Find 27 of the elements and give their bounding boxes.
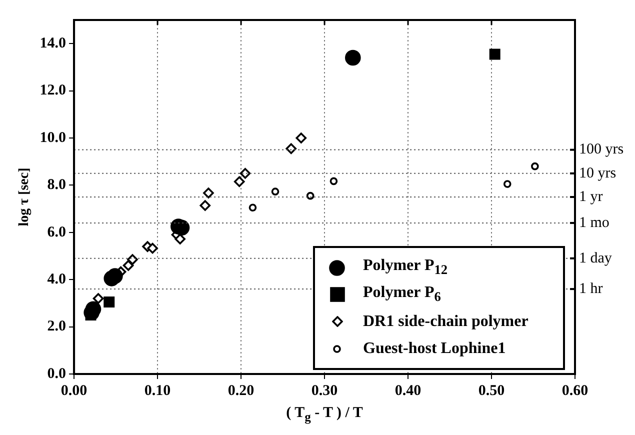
ref-line-label: 1 hr: [579, 280, 603, 297]
y-tick-label: 10.0: [40, 130, 66, 146]
y-tick-label: 0.0: [47, 366, 66, 382]
y-axis-title: log τ [sec]: [17, 168, 32, 226]
y-tick-label: 2.0: [47, 318, 66, 335]
x-axis-title: ( T$_{g}$ - T ) / T: [285, 405, 364, 425]
legend-label: Polymer P$_{12}$: [363, 256, 448, 278]
y-tick-label: 8.0: [47, 177, 66, 194]
x-tick-label: 0.00: [60, 382, 88, 399]
x-tick-label: 0.20: [228, 382, 254, 399]
legend-label: Polymer P$_{6}$: [363, 284, 441, 306]
y-tick-label: 12.0: [40, 82, 66, 99]
legend-label: Guest-host Lophine1: [363, 340, 506, 358]
y-tick-label: 6.0: [47, 224, 66, 240]
ref-line-label: 1 mo: [579, 214, 610, 231]
ref-line-label: 1 day: [579, 250, 612, 266]
x-tick-label: 0.60: [562, 382, 588, 399]
x-tick-label: 0.10: [144, 382, 171, 399]
ref-line-label: 1 yr: [579, 188, 603, 205]
ref-line-label: 100 yrs: [579, 142, 624, 158]
x-tick-label: 0.40: [394, 382, 422, 399]
ref-line-label: 10 yrs: [579, 165, 616, 182]
y-tick-label: 4.0: [47, 271, 66, 288]
x-tick-label: 0.50: [478, 382, 505, 399]
y-tick-label: 14.0: [40, 35, 66, 52]
x-tick-label: 0.30: [311, 382, 338, 399]
legend-label: DR1 side-chain polymer: [363, 312, 528, 330]
